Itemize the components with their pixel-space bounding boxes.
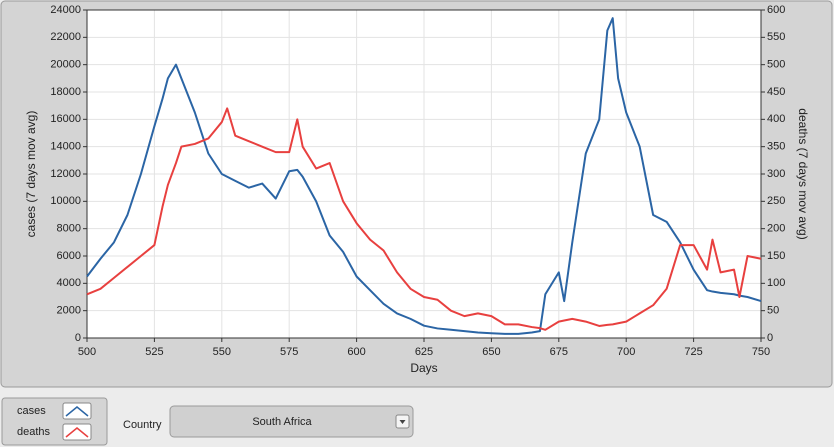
y2-tick-label: 200: [767, 223, 785, 235]
y2-tick-label: 250: [767, 195, 785, 207]
legend-icon: [65, 427, 89, 438]
x-tick-label: 650: [482, 346, 500, 358]
line-series: [86, 17, 762, 335]
y2-tick-label: 500: [767, 59, 785, 71]
y-tick-label: 2000: [57, 305, 81, 317]
y-tick-label: 8000: [57, 223, 81, 235]
y-tick-label: 12000: [50, 168, 81, 180]
y2-tick-label: 300: [767, 168, 785, 180]
x-tick-label: 550: [213, 346, 231, 358]
x-tick-label: 625: [415, 346, 433, 358]
country-dropdown[interactable]: [169, 405, 414, 438]
y2-tick-label: 0: [767, 332, 773, 344]
y-tick-label: 0: [75, 332, 81, 344]
y2-tick-label: 600: [767, 4, 785, 16]
y2-tick-label: 50: [767, 305, 779, 317]
x-tick-label: 675: [550, 346, 568, 358]
line-series: [86, 107, 762, 331]
y-tick-label: 4000: [57, 277, 81, 289]
x-tick-label: 750: [752, 346, 770, 358]
country-value: South Africa: [252, 416, 312, 428]
y2-tick-label: 350: [767, 141, 785, 153]
x-tick-label: 525: [145, 346, 163, 358]
y-tick-label: 14000: [50, 141, 81, 153]
legend-swatch: [62, 423, 92, 441]
y-tick-label: 18000: [50, 86, 81, 98]
legend-swatch: [62, 402, 92, 420]
y-tick-label: 20000: [50, 59, 81, 71]
y-tick-label: 16000: [50, 113, 81, 125]
y-tick-label: 10000: [50, 195, 81, 207]
legend-label: deaths: [17, 426, 51, 438]
chart-layer: 500 525 550 575 600 625 650 675 700 725 7500200040…: [17, 4, 785, 441]
y2-tick-label: 550: [767, 31, 785, 43]
country-label: Country: [123, 419, 162, 431]
x-tick-label: 725: [684, 346, 702, 358]
x-tick-label: 600: [347, 346, 365, 358]
y2-tick-label: 100: [767, 277, 785, 289]
x-tick-label: 575: [280, 346, 298, 358]
x-tick-label: 700: [617, 346, 635, 358]
y-tick-label: 22000: [50, 31, 81, 43]
x-tick-label: 500: [78, 346, 96, 358]
legend-label: cases: [17, 405, 46, 417]
y2-tick-label: 450: [767, 86, 785, 98]
y2-tick-label: 150: [767, 250, 785, 262]
legend-icon: [65, 406, 89, 417]
x-axis-label: Days: [410, 361, 437, 375]
plot-frame: [86, 9, 762, 339]
y-tick-label: 6000: [57, 250, 81, 262]
y2-tick-label: 400: [767, 113, 785, 125]
y-axis-label: cases (7 days mov avg): [24, 111, 38, 238]
y2-axis-label: deaths (7 days mov avg): [796, 108, 810, 239]
y-tick-label: 24000: [50, 4, 81, 16]
dropdown-arrow: [399, 420, 406, 424]
